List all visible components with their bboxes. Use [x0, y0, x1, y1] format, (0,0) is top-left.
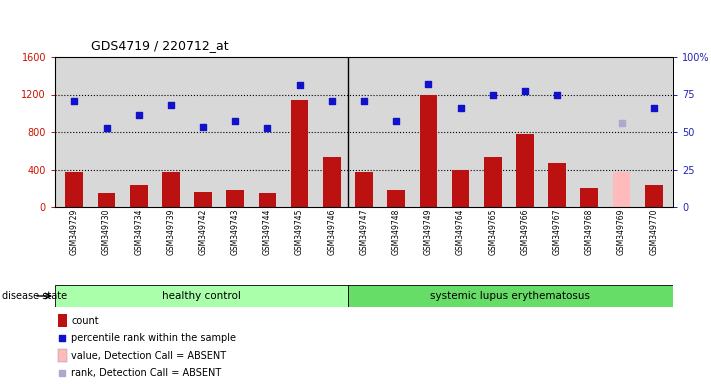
Bar — [58, 349, 67, 362]
Point — [358, 98, 370, 104]
Point — [519, 88, 530, 94]
Point — [422, 81, 434, 87]
Point — [262, 125, 273, 131]
Point — [69, 98, 80, 104]
Bar — [451, 169, 469, 207]
Point — [294, 81, 305, 88]
Bar — [580, 188, 598, 207]
Text: value, Detection Call = ABSENT: value, Detection Call = ABSENT — [71, 351, 226, 361]
Bar — [548, 164, 566, 207]
Bar — [484, 157, 501, 207]
Point — [133, 112, 144, 118]
Point — [230, 118, 241, 124]
Point — [57, 335, 68, 341]
Point — [101, 125, 112, 131]
Point — [487, 91, 498, 98]
Bar — [259, 194, 277, 207]
Point — [455, 104, 466, 111]
Text: count: count — [71, 316, 99, 326]
Point — [165, 102, 176, 108]
Bar — [65, 172, 83, 207]
Point — [390, 118, 402, 124]
Bar — [55, 285, 348, 307]
Text: rank, Detection Call = ABSENT: rank, Detection Call = ABSENT — [71, 368, 222, 378]
Point — [648, 104, 659, 111]
Point — [326, 98, 338, 104]
Bar — [387, 190, 405, 207]
Text: GDS4719 / 220712_at: GDS4719 / 220712_at — [90, 39, 228, 52]
Bar — [645, 185, 663, 207]
Bar — [194, 192, 212, 207]
Bar — [162, 172, 180, 207]
Point — [57, 370, 68, 376]
Bar — [356, 172, 373, 207]
Point — [616, 120, 627, 126]
Bar — [291, 100, 309, 207]
Bar — [516, 134, 534, 207]
Bar — [613, 172, 631, 207]
Point — [552, 92, 563, 98]
Text: healthy control: healthy control — [162, 291, 241, 301]
Bar — [419, 95, 437, 207]
Bar — [97, 193, 115, 207]
Text: systemic lupus erythematosus: systemic lupus erythematosus — [430, 291, 590, 301]
Bar — [226, 190, 244, 207]
Text: percentile rank within the sample: percentile rank within the sample — [71, 333, 236, 343]
Bar — [348, 285, 673, 307]
Bar — [323, 157, 341, 207]
Text: disease state: disease state — [2, 291, 68, 301]
Point — [198, 124, 209, 130]
Bar — [58, 314, 67, 327]
Bar — [130, 185, 148, 207]
